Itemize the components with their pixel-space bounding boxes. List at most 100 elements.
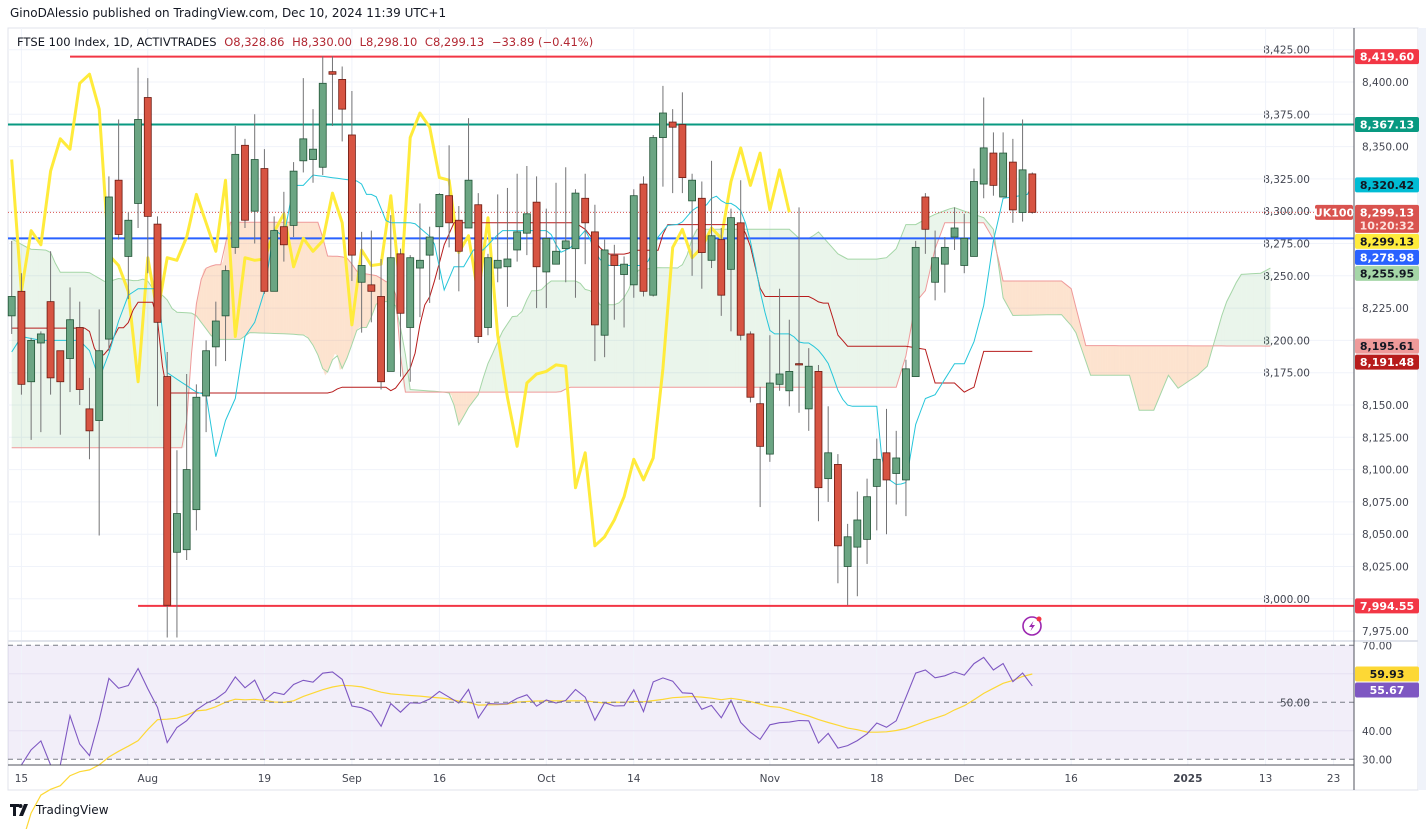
candle[interactable]	[756, 386, 765, 508]
candle[interactable]	[27, 337, 36, 440]
candle[interactable]	[1028, 172, 1037, 214]
candle[interactable]	[435, 193, 444, 280]
candle[interactable]	[571, 189, 580, 298]
candle[interactable]	[36, 331, 45, 433]
candle[interactable]	[211, 301, 220, 367]
candle[interactable]	[377, 259, 385, 390]
candle[interactable]	[309, 109, 317, 183]
candle[interactable]	[999, 132, 1008, 198]
candle[interactable]	[581, 173, 590, 265]
candle[interactable]	[143, 78, 152, 274]
candle[interactable]	[668, 109, 677, 194]
candle[interactable]	[989, 132, 998, 196]
candle[interactable]	[474, 193, 483, 343]
candle[interactable]	[785, 319, 794, 407]
candle[interactable]	[892, 430, 901, 505]
candle[interactable]	[464, 118, 473, 229]
candle[interactable]	[620, 256, 628, 328]
candle[interactable]	[872, 438, 881, 531]
candle[interactable]	[347, 91, 356, 281]
candle[interactable]	[639, 176, 648, 297]
candle[interactable]	[678, 92, 687, 194]
candle[interactable]	[493, 194, 502, 283]
candle[interactable]	[950, 207, 959, 250]
candle[interactable]	[250, 114, 259, 244]
candle[interactable]	[231, 125, 240, 254]
candle[interactable]	[173, 450, 181, 638]
candle[interactable]	[522, 165, 531, 256]
candle[interactable]	[386, 215, 395, 372]
candle[interactable]	[503, 187, 512, 307]
candle[interactable]	[513, 173, 522, 262]
candle[interactable]	[970, 168, 978, 257]
candle[interactable]	[75, 301, 84, 405]
candle[interactable]	[697, 181, 706, 289]
candle[interactable]	[17, 273, 26, 395]
candle[interactable]	[591, 204, 599, 362]
candle[interactable]	[960, 213, 969, 274]
candle[interactable]	[338, 66, 347, 142]
candle[interactable]	[328, 56, 337, 126]
candle[interactable]	[659, 85, 667, 187]
candle[interactable]	[532, 176, 541, 309]
candle[interactable]	[114, 119, 123, 240]
candle[interactable]	[552, 182, 560, 265]
candle[interactable]	[367, 230, 376, 323]
candle[interactable]	[561, 167, 570, 283]
candle[interactable]	[911, 240, 920, 377]
candle[interactable]	[834, 454, 842, 584]
candle[interactable]	[736, 180, 745, 341]
candle[interactable]	[484, 253, 492, 336]
candle[interactable]	[105, 176, 113, 351]
candle[interactable]	[707, 160, 716, 269]
candle[interactable]	[746, 331, 755, 403]
candle[interactable]	[775, 288, 784, 391]
candle[interactable]	[318, 56, 327, 176]
candle[interactable]	[182, 373, 191, 561]
candle[interactable]	[979, 97, 988, 199]
tradingview-brand[interactable]: TradingView	[36, 803, 109, 817]
candle[interactable]	[192, 384, 201, 531]
candle[interactable]	[629, 189, 638, 298]
candle[interactable]	[1018, 119, 1027, 222]
candle[interactable]	[814, 364, 823, 522]
candle[interactable]	[95, 309, 104, 536]
candle[interactable]	[134, 67, 142, 228]
symbol-title[interactable]: FTSE 100 Index, 1D, ACTIVTRADES	[17, 35, 217, 49]
candle[interactable]	[843, 523, 852, 606]
candle[interactable]	[221, 265, 230, 362]
candle[interactable]	[921, 193, 930, 254]
candle[interactable]	[649, 134, 658, 297]
candle[interactable]	[863, 478, 871, 564]
candle[interactable]	[454, 206, 463, 292]
lightning-icon[interactable]	[1022, 616, 1042, 636]
candle[interactable]	[279, 191, 288, 262]
candle[interactable]	[406, 255, 415, 382]
candle[interactable]	[902, 359, 910, 517]
candle[interactable]	[425, 226, 434, 303]
candle[interactable]	[66, 287, 74, 393]
candle[interactable]	[610, 244, 619, 320]
candle[interactable]	[445, 145, 454, 248]
candle[interactable]	[7, 240, 16, 334]
candle[interactable]	[853, 491, 862, 597]
candle[interactable]	[1008, 138, 1017, 223]
candle[interactable]	[688, 173, 696, 276]
candle[interactable]	[85, 377, 94, 460]
candle[interactable]	[260, 149, 269, 294]
candle[interactable]	[542, 208, 551, 309]
candle[interactable]	[124, 212, 133, 300]
candle[interactable]	[56, 350, 65, 435]
candle[interactable]	[765, 335, 774, 462]
candle[interactable]	[153, 216, 162, 407]
candle[interactable]	[416, 203, 424, 318]
candle[interactable]	[931, 230, 939, 301]
candle[interactable]	[824, 406, 833, 502]
candle[interactable]	[795, 207, 803, 413]
candle[interactable]	[357, 231, 366, 333]
candle[interactable]	[241, 138, 249, 228]
candle[interactable]	[727, 208, 735, 332]
candle[interactable]	[600, 239, 609, 358]
candle[interactable]	[299, 78, 308, 173]
